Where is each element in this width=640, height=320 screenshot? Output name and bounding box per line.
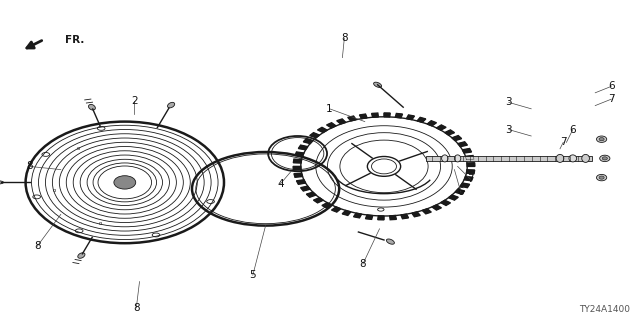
Polygon shape (342, 211, 351, 215)
Text: 8: 8 (360, 259, 366, 269)
Polygon shape (390, 216, 396, 220)
Polygon shape (293, 166, 301, 170)
Polygon shape (326, 123, 336, 128)
Polygon shape (307, 192, 316, 197)
Polygon shape (384, 113, 390, 117)
Polygon shape (303, 139, 313, 144)
Polygon shape (460, 183, 470, 188)
Text: 6: 6 (458, 187, 464, 197)
Ellipse shape (599, 138, 604, 141)
Polygon shape (401, 214, 408, 219)
Ellipse shape (454, 155, 461, 162)
Text: 3: 3 (506, 124, 512, 135)
Text: o: o (77, 146, 81, 151)
Polygon shape (310, 133, 319, 138)
Polygon shape (317, 127, 327, 132)
Polygon shape (298, 145, 308, 150)
Polygon shape (428, 121, 436, 126)
Polygon shape (378, 216, 384, 220)
Ellipse shape (596, 174, 607, 181)
Ellipse shape (114, 176, 136, 189)
Text: 7: 7 (560, 137, 566, 148)
Text: 8: 8 (26, 161, 33, 172)
Bar (426, 156, 592, 161)
Polygon shape (294, 173, 303, 177)
Text: 4: 4 (277, 179, 284, 189)
Polygon shape (406, 115, 415, 120)
Text: 6: 6 (570, 124, 576, 135)
Polygon shape (322, 203, 332, 208)
Polygon shape (332, 207, 340, 212)
Polygon shape (293, 159, 301, 163)
Ellipse shape (0, 181, 4, 184)
Ellipse shape (602, 157, 607, 160)
Ellipse shape (582, 155, 589, 163)
Polygon shape (396, 114, 403, 118)
Ellipse shape (596, 136, 607, 142)
Polygon shape (467, 163, 475, 166)
Ellipse shape (569, 155, 577, 162)
Polygon shape (417, 117, 426, 122)
Ellipse shape (556, 155, 564, 163)
Polygon shape (452, 136, 461, 140)
Polygon shape (464, 177, 473, 181)
Polygon shape (467, 170, 475, 174)
Text: 6: 6 (608, 81, 614, 92)
Text: o: o (99, 221, 102, 226)
Text: 1: 1 (326, 104, 333, 114)
Polygon shape (372, 113, 378, 117)
Polygon shape (455, 189, 465, 194)
Text: 3: 3 (506, 97, 512, 108)
Ellipse shape (599, 176, 604, 179)
Text: o: o (52, 188, 56, 193)
Polygon shape (365, 215, 372, 219)
Polygon shape (441, 200, 451, 205)
Text: 5: 5 (250, 270, 256, 280)
Ellipse shape (374, 82, 381, 87)
Text: 7: 7 (467, 174, 474, 184)
Polygon shape (458, 142, 467, 147)
Text: TY24A1400: TY24A1400 (579, 305, 630, 314)
Ellipse shape (88, 104, 95, 110)
Text: 8: 8 (34, 241, 40, 252)
Ellipse shape (78, 253, 85, 258)
Text: 7: 7 (608, 94, 614, 104)
Polygon shape (465, 156, 474, 160)
Ellipse shape (387, 239, 394, 244)
Polygon shape (432, 205, 442, 210)
Polygon shape (360, 114, 367, 119)
Polygon shape (353, 213, 362, 218)
Polygon shape (296, 180, 306, 184)
Polygon shape (412, 212, 420, 217)
Polygon shape (449, 195, 458, 200)
Polygon shape (295, 152, 304, 156)
Polygon shape (445, 130, 454, 135)
Ellipse shape (442, 155, 448, 162)
Polygon shape (422, 209, 431, 214)
Ellipse shape (168, 102, 175, 108)
Polygon shape (337, 119, 346, 124)
Polygon shape (462, 148, 472, 153)
Polygon shape (436, 125, 446, 130)
Polygon shape (301, 186, 310, 191)
Text: FR.: FR. (65, 35, 84, 45)
Polygon shape (314, 198, 323, 203)
Text: 8: 8 (341, 33, 348, 44)
Text: 8: 8 (133, 303, 140, 313)
Ellipse shape (600, 155, 610, 162)
Polygon shape (348, 116, 356, 121)
Text: 2: 2 (131, 96, 138, 106)
